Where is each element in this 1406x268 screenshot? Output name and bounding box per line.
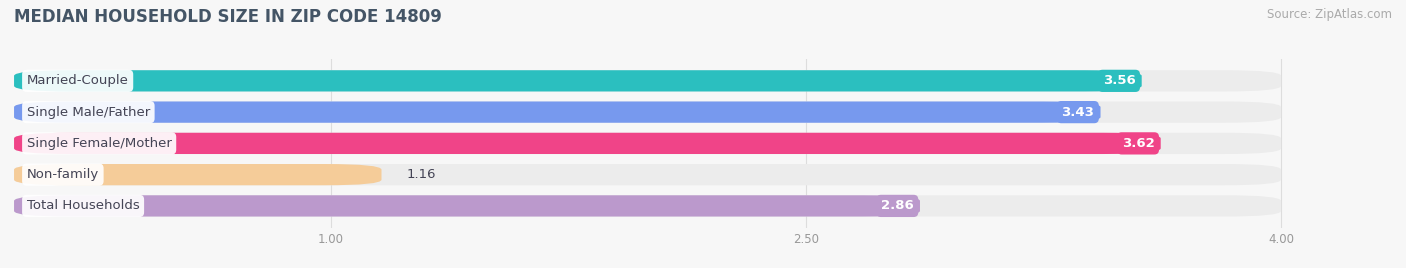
FancyBboxPatch shape: [14, 102, 1101, 123]
FancyBboxPatch shape: [14, 102, 1281, 123]
Text: Single Female/Mother: Single Female/Mother: [27, 137, 172, 150]
Text: Non-family: Non-family: [27, 168, 98, 181]
Text: MEDIAN HOUSEHOLD SIZE IN ZIP CODE 14809: MEDIAN HOUSEHOLD SIZE IN ZIP CODE 14809: [14, 8, 441, 26]
FancyBboxPatch shape: [14, 164, 1281, 185]
FancyBboxPatch shape: [14, 133, 1281, 154]
Text: 3.43: 3.43: [1062, 106, 1094, 119]
FancyBboxPatch shape: [14, 195, 1281, 217]
Text: 2.86: 2.86: [882, 199, 914, 213]
FancyBboxPatch shape: [14, 70, 1281, 91]
Text: 1.16: 1.16: [406, 168, 436, 181]
Text: Source: ZipAtlas.com: Source: ZipAtlas.com: [1267, 8, 1392, 21]
FancyBboxPatch shape: [14, 70, 1142, 91]
FancyBboxPatch shape: [14, 164, 381, 185]
Text: 3.62: 3.62: [1122, 137, 1154, 150]
Text: Total Households: Total Households: [27, 199, 139, 213]
Text: Single Male/Father: Single Male/Father: [27, 106, 150, 119]
FancyBboxPatch shape: [14, 195, 920, 217]
Text: Married-Couple: Married-Couple: [27, 74, 128, 87]
FancyBboxPatch shape: [14, 133, 1161, 154]
Text: 3.56: 3.56: [1102, 74, 1136, 87]
